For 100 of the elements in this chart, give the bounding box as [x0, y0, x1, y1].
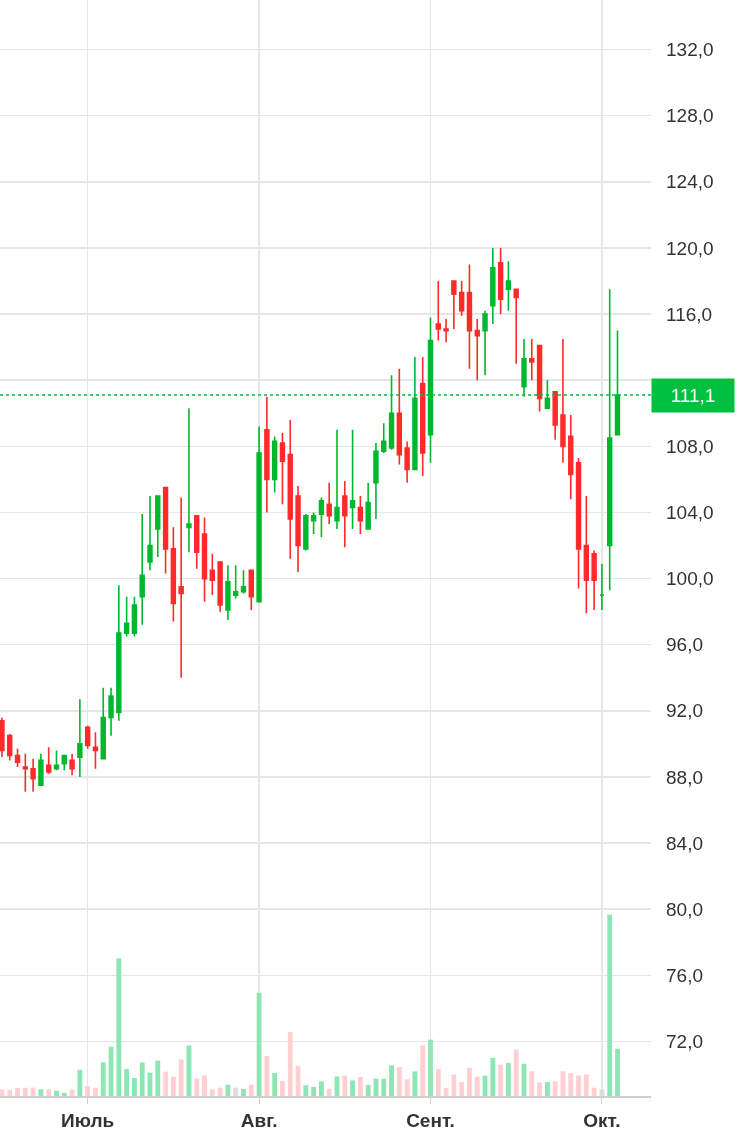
bar — [607, 914, 613, 1096]
bar — [54, 1090, 59, 1096]
bar — [272, 1072, 278, 1096]
bar — [38, 1089, 44, 1096]
bar — [552, 1081, 558, 1096]
bar — [139, 1062, 145, 1096]
bar — [428, 1039, 433, 1096]
bar — [0, 1089, 5, 1096]
candlestick — [326, 481, 332, 525]
bar — [280, 1080, 285, 1096]
candlestick — [217, 561, 223, 613]
candlestick — [14, 748, 21, 768]
y-tick-label: 84,0 — [666, 832, 703, 854]
candlestick — [147, 495, 153, 572]
candlestick — [100, 686, 106, 760]
bar — [451, 1074, 457, 1096]
candlestick — [435, 280, 441, 342]
bar — [420, 1045, 426, 1096]
y-tick-label: 72,0 — [666, 1031, 703, 1053]
candlestick — [466, 263, 473, 370]
y-tick-label: 132,0 — [666, 39, 714, 61]
x-tick-label: Окт. — [583, 1109, 621, 1131]
candlestick — [458, 280, 465, 317]
bar — [233, 1087, 239, 1096]
bar — [7, 1089, 13, 1096]
candlestick — [295, 485, 301, 573]
candlestick — [357, 495, 364, 535]
bar — [381, 1078, 387, 1096]
candlestick — [232, 564, 239, 600]
bar — [350, 1080, 355, 1096]
candlestick — [505, 260, 512, 312]
bar — [194, 1078, 200, 1096]
candlestick — [248, 569, 254, 611]
y-tick-label: 80,0 — [666, 898, 703, 920]
bar — [202, 1075, 207, 1096]
candlestick — [599, 562, 605, 611]
y-tick-label: 124,0 — [666, 171, 714, 193]
candlestick — [318, 496, 325, 539]
candlestick — [342, 480, 348, 548]
candlestick — [123, 595, 130, 638]
bar — [537, 1082, 542, 1096]
candlestick — [69, 753, 75, 777]
candlestick — [201, 516, 208, 603]
bar — [178, 1059, 184, 1096]
candlestick — [497, 247, 504, 315]
candlestick — [412, 356, 418, 471]
bar — [30, 1087, 36, 1096]
candlestick — [552, 390, 558, 441]
y-tick-label: 120,0 — [666, 237, 714, 259]
bar — [170, 1076, 176, 1096]
y-tick-label: 92,0 — [666, 700, 703, 722]
bar — [209, 1089, 215, 1096]
bar — [498, 1064, 504, 1096]
bar — [303, 1085, 309, 1096]
x-tick-label: Авг. — [240, 1109, 278, 1131]
bar — [163, 1071, 168, 1096]
candlestick — [513, 288, 519, 365]
bar — [459, 1082, 465, 1096]
candlestick — [303, 513, 309, 552]
bar — [287, 1032, 293, 1096]
candlestick — [349, 429, 356, 530]
bar — [116, 958, 122, 1096]
bar — [241, 1088, 246, 1096]
candlestick — [575, 457, 582, 590]
bar — [591, 1087, 597, 1096]
candlestick — [264, 395, 270, 514]
candlestick — [108, 686, 114, 737]
ref-line-label: 111,1 — [670, 385, 716, 406]
candlestick — [45, 746, 52, 775]
candlestick — [560, 338, 566, 464]
candlestick — [77, 698, 83, 778]
candlestick — [155, 495, 161, 558]
bar — [583, 1074, 589, 1096]
bar — [46, 1089, 52, 1096]
bar — [389, 1065, 394, 1096]
candlestick — [381, 422, 387, 454]
bar — [513, 1049, 519, 1096]
bar — [15, 1088, 20, 1096]
candlestick — [139, 513, 145, 626]
bar — [155, 1060, 161, 1096]
x-tick-label: Сент. — [406, 1109, 455, 1131]
candlestick — [7, 733, 13, 762]
candlestick — [287, 419, 293, 560]
bar — [326, 1088, 332, 1096]
y-tick-label: 108,0 — [666, 435, 714, 457]
bar — [77, 1069, 83, 1096]
candlestick — [170, 526, 177, 623]
bar — [576, 1075, 581, 1096]
candlestick — [0, 716, 5, 758]
candlestick — [474, 318, 480, 382]
bar — [225, 1084, 231, 1096]
y-tick-label: 88,0 — [666, 766, 703, 788]
bar — [412, 1071, 418, 1096]
y-tick-label: 96,0 — [666, 634, 703, 656]
bar — [365, 1084, 371, 1096]
candlestick — [61, 754, 67, 772]
bar — [342, 1075, 348, 1096]
candlestick — [178, 496, 184, 679]
candlestick — [271, 435, 278, 494]
bar — [490, 1057, 496, 1096]
